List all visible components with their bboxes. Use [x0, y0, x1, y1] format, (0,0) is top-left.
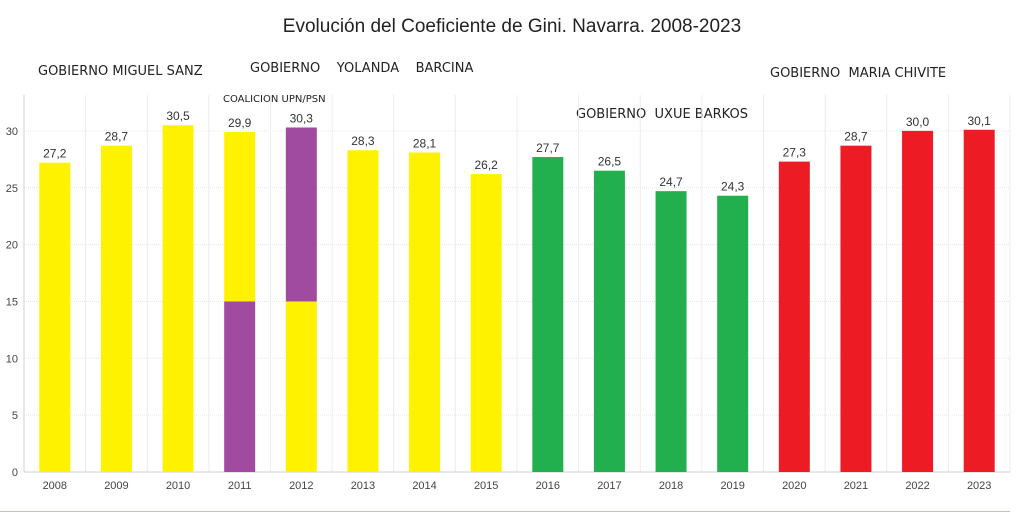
- x-tick-label-2010: 2010: [166, 480, 190, 492]
- chart-title: Evolución del Coeficiente de Gini. Navar…: [282, 16, 742, 37]
- x-tick-label-2012: 2012: [289, 480, 313, 492]
- annotation-yolanda-barcina: GOBIERNO YOLANDA BARCINA: [250, 61, 474, 76]
- x-tick-label-2022: 2022: [905, 480, 929, 492]
- value-label-2008: 27,2: [43, 147, 67, 161]
- bar-2014: [409, 152, 441, 473]
- y-tick-label: 10: [6, 353, 18, 365]
- x-tick-label-2011: 2011: [228, 480, 252, 492]
- value-label-2020: 27,3: [783, 146, 807, 160]
- y-tick-label: 0: [12, 467, 18, 479]
- x-tick-label-2021: 2021: [844, 480, 868, 492]
- value-label-2010: 30,5: [166, 109, 190, 123]
- bottom-divider: [0, 511, 1010, 512]
- bar-2015: [470, 174, 502, 472]
- value-label-2019: 24,3: [721, 180, 745, 194]
- bar-2018: [655, 191, 687, 472]
- x-tick-label-2014: 2014: [412, 480, 436, 492]
- x-tick-label-2020: 2020: [782, 480, 806, 492]
- x-tick-label-2015: 2015: [474, 480, 498, 492]
- bar-2011-lower: [224, 301, 256, 472]
- annotation-maria-chivite: GOBIERNO MARIA CHIVITE: [770, 66, 947, 81]
- bar-2017: [593, 170, 625, 472]
- x-tick-label-2023: 2023: [967, 480, 991, 492]
- x-tick-label-2018: 2018: [659, 480, 683, 492]
- bar-2020: [778, 161, 810, 472]
- y-tick-label: 20: [6, 240, 18, 252]
- annotation-uxue-barkos: GOBIERNO UXUE BARKOS: [576, 107, 748, 122]
- bar-2021: [840, 145, 872, 472]
- value-label-2015: 26,2: [475, 158, 499, 172]
- bar-2009: [100, 145, 132, 472]
- bar-2019: [717, 195, 749, 473]
- y-tick-label: 30: [6, 126, 18, 138]
- value-label-2009: 28,7: [105, 130, 129, 144]
- x-tick-label-2009: 2009: [104, 480, 128, 492]
- bar-2008: [39, 162, 71, 472]
- value-label-2021: 28,7: [844, 130, 868, 144]
- value-label-2023: 30,1: [968, 114, 992, 128]
- value-label-2011: 29,9: [228, 116, 252, 130]
- value-label-2013: 28,3: [351, 134, 375, 148]
- x-tick-label-2008: 2008: [43, 480, 67, 492]
- bar-2012-lower: [285, 301, 317, 472]
- annotation-coalicion: COALICION UPN/PSN: [223, 94, 326, 105]
- annotation-miguel-sanz: GOBIERNO MIGUEL SANZ: [38, 64, 203, 79]
- x-tick-label-2019: 2019: [720, 480, 744, 492]
- y-tick-label: 25: [6, 183, 18, 195]
- bar-2016: [532, 157, 564, 472]
- y-tick-label: 15: [6, 296, 18, 308]
- y-tick-label: 5: [12, 410, 18, 422]
- bar-2013: [347, 150, 379, 472]
- bar-2011-upper: [224, 132, 256, 302]
- value-label-2016: 27,7: [536, 141, 560, 155]
- value-label-2014: 28,1: [413, 137, 437, 151]
- x-tick-label-2013: 2013: [351, 480, 375, 492]
- value-label-2012: 30,3: [290, 111, 314, 125]
- x-tick-label-2017: 2017: [597, 480, 621, 492]
- bar-2010: [162, 125, 194, 472]
- value-label-2018: 24,7: [659, 175, 683, 189]
- bar-2022: [902, 130, 934, 472]
- value-label-2022: 30,0: [906, 115, 930, 129]
- x-tick-label-2016: 2016: [536, 480, 560, 492]
- bar-2012-upper: [285, 127, 317, 302]
- value-label-2017: 26,5: [598, 155, 622, 169]
- bar-2023: [963, 129, 995, 472]
